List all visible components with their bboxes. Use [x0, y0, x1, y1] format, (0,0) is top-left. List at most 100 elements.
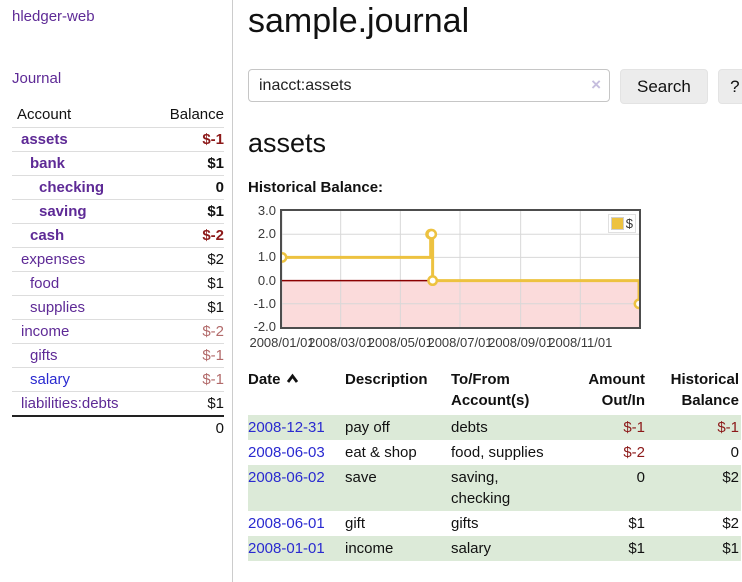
sidebar-account-balance: $-1: [148, 127, 224, 152]
sidebar-account-link[interactable]: saving: [39, 203, 87, 220]
sidebar-account-balance: $-2: [148, 223, 224, 248]
register-accounts: debts: [451, 415, 569, 440]
register-header-amount: Amount Out/In: [588, 371, 645, 409]
x-axis-tick-label: 2008/07/01: [427, 335, 493, 350]
sidebar-account-link[interactable]: liabilities:debts: [21, 394, 119, 412]
chart-plot-area: $: [280, 209, 641, 329]
register-header-row: Date Description To/From Account(s) Amou…: [248, 367, 741, 415]
register-balance: $2: [647, 465, 741, 511]
sidebar-account-row: assets $-1: [12, 127, 224, 152]
accounts-header-balance: Balance: [169, 106, 224, 123]
sidebar-account-balance: $1: [148, 151, 224, 176]
sort-asc-icon: [286, 369, 299, 390]
sidebar-account-link[interactable]: food: [30, 275, 60, 292]
balance-chart: $ 3.0 2.0 1.0 0.0 -1.0 -2.0 2008/01/01 2008/03/…: [248, 203, 648, 351]
help-button[interactable]: ?: [717, 69, 742, 104]
register-header-accounts: To/From Account(s): [451, 371, 530, 409]
sidebar-account-balance: $-1: [148, 343, 224, 368]
register-date-link[interactable]: 2008-01-01: [248, 540, 325, 557]
register-accounts: salary: [451, 536, 569, 561]
sidebar-account-balance: $1: [148, 295, 224, 320]
x-axis-tick-label: 2008/05/01: [367, 335, 433, 350]
register-balance: 0: [730, 444, 739, 461]
register-header-date[interactable]: Date: [248, 367, 345, 415]
search-button[interactable]: Search: [620, 69, 708, 104]
register-amount: $1: [569, 536, 647, 561]
sidebar-account-link[interactable]: expenses: [21, 251, 86, 268]
sidebar-account-balance: $-2: [148, 319, 224, 344]
register-balance: $-1: [647, 415, 741, 440]
sidebar-item-journal[interactable]: Journal: [12, 70, 62, 87]
chart-label: Historical Balance:: [248, 179, 384, 196]
register-table: Date Description To/From Account(s) Amou…: [248, 367, 741, 561]
legend-label: $: [625, 216, 633, 231]
register-row: 2008-06-03 eat & shop food, supplies $-2 0: [248, 440, 741, 465]
sidebar-account-link[interactable]: income: [21, 323, 70, 340]
register-row: 2008-06-02 save saving, checking 0 $2: [248, 465, 741, 511]
y-axis-tick-label: 1.0: [257, 249, 276, 265]
register-balance: $2: [722, 515, 739, 532]
chart-legend: $: [607, 214, 636, 233]
register-description: eat & shop: [345, 444, 417, 461]
search-form: × Search ?: [248, 69, 742, 104]
sidebar-account-row: salary $-1: [12, 367, 224, 392]
register-date-link[interactable]: 2008-06-02: [248, 469, 325, 486]
register-row: 2008-01-01 income salary $1 $1: [248, 536, 741, 561]
x-axis-tick-label: 2008/09/01: [488, 335, 554, 350]
clear-search-icon[interactable]: ×: [591, 75, 601, 94]
register-body: 2008-12-31 pay off debts $-1 $-1 2008-06-03 ea…: [248, 415, 741, 561]
sidebar-account-row: bank $1: [12, 151, 224, 176]
register-description: income: [345, 536, 451, 561]
sidebar-account-row: checking 0: [12, 175, 224, 200]
register-amount: 0: [569, 465, 647, 511]
register-description: gift: [345, 515, 366, 532]
page-title: sample.journal: [248, 2, 470, 40]
x-axis-tick-label: 2008/03/01: [308, 335, 374, 350]
register-date-link[interactable]: 2008-06-01: [248, 515, 325, 532]
search-input[interactable]: [248, 69, 610, 102]
register-amount: $1: [628, 515, 645, 532]
register-amount: $-1: [569, 415, 647, 440]
register-header-description: Description: [345, 371, 428, 388]
sidebar-account-row: gifts $-1: [12, 343, 224, 368]
sidebar-account-balance: $1: [148, 391, 224, 416]
sidebar-account-balance: 0: [148, 175, 224, 200]
sidebar: hledger-web Journal Account Balance asse…: [0, 0, 233, 582]
accounts-header-account: Account: [17, 106, 72, 123]
sidebar-account-balance: $2: [148, 247, 224, 272]
sidebar-account-row: liabilities:debts $1: [12, 391, 224, 416]
main-content: sample.journal × Search ? assets Histori…: [233, 0, 742, 582]
sidebar-account-link[interactable]: assets: [21, 131, 68, 148]
sidebar-account-link[interactable]: gifts: [30, 347, 58, 364]
sidebar-account-link[interactable]: salary: [30, 371, 71, 388]
accounts-total-balance: 0: [148, 414, 224, 440]
register-row: 2008-06-01 gift gifts $1 $2: [248, 511, 741, 536]
register-description: pay off: [345, 415, 451, 440]
register-description: save: [345, 465, 451, 511]
sidebar-account-link[interactable]: checking: [39, 179, 105, 196]
register-accounts: food, supplies: [451, 444, 544, 461]
account-heading: assets: [248, 128, 327, 158]
sidebar-account-link[interactable]: supplies: [30, 299, 86, 316]
sidebar-account-row: supplies $1: [12, 295, 224, 320]
register-balance: $1: [647, 536, 741, 561]
register-date-link[interactable]: 2008-06-03: [248, 444, 325, 461]
sidebar-account-row: saving $1: [12, 199, 224, 224]
sidebar-account-balance: $1: [148, 199, 224, 224]
accounts-total-row: 0: [12, 414, 224, 440]
y-axis-tick-label: 0.0: [257, 272, 276, 288]
sidebar-account-row: cash $-2: [12, 223, 224, 248]
sidebar-account-balance: $-1: [148, 367, 224, 392]
y-axis-tick-label: -2.0: [253, 319, 276, 334]
register-accounts: saving, checking: [451, 465, 569, 511]
register-date-link[interactable]: 2008-12-31: [248, 419, 325, 436]
sidebar-account-link[interactable]: bank: [30, 155, 66, 172]
x-axis-tick-label: 2008/11/01: [548, 335, 613, 350]
register-amount: $-2: [623, 444, 645, 461]
register-accounts: gifts: [451, 515, 479, 532]
legend-swatch: [610, 217, 624, 230]
app-title-link[interactable]: hledger-web: [12, 8, 95, 25]
y-axis-tick-label: 3.0: [257, 203, 276, 218]
sidebar-account-link[interactable]: cash: [30, 227, 65, 244]
register-row: 2008-12-31 pay off debts $-1 $-1: [248, 415, 741, 440]
